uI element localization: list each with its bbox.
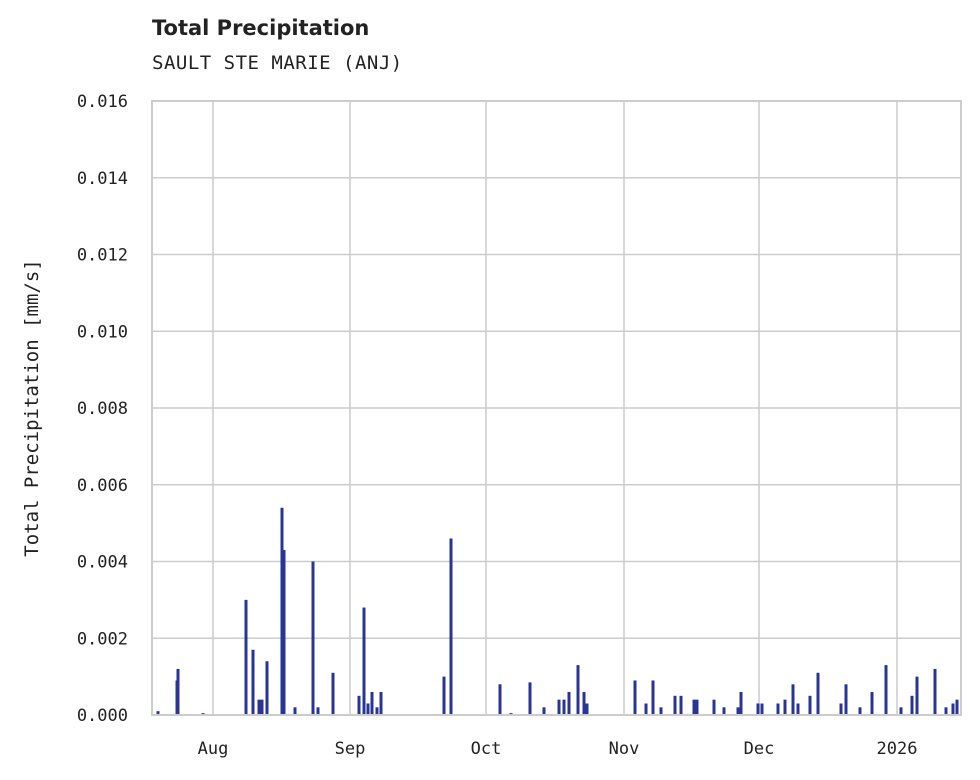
precip-bar (293, 707, 297, 715)
precip-bar (498, 684, 502, 715)
precip-bar (280, 507, 284, 715)
precip-bar (739, 691, 743, 715)
precip-bar (944, 707, 948, 715)
precip-bar (375, 707, 379, 715)
precip-bar (695, 699, 699, 715)
y-axis-ticks: 0.000 0.002 0.004 0.006 0.008 0.010 0.012 0.014… (77, 92, 128, 726)
x-tick-label: Nov (609, 739, 640, 759)
precip-bar (796, 703, 800, 715)
precip-bar (776, 703, 780, 715)
y-tick-label: 0.008 (77, 399, 128, 419)
precip-bar (692, 699, 696, 715)
x-axis-ticks: Aug Sep Oct Nov Dec 2026 (198, 739, 918, 759)
y-tick-label: 0.004 (77, 553, 128, 573)
precip-bar (257, 699, 261, 715)
y-tick-label: 0.000 (77, 706, 128, 726)
precip-bar (870, 691, 874, 715)
precip-bar (955, 699, 959, 715)
x-tick-label: Sep (335, 739, 366, 759)
precip-bar (567, 691, 571, 715)
precip-bar (633, 680, 637, 715)
chart-title: Total Precipitation (152, 16, 370, 40)
precip-bar (839, 703, 843, 715)
precip-bar (251, 649, 255, 715)
x-tick-label: Oct (471, 739, 502, 759)
precip-bar (442, 676, 446, 715)
precip-bar (783, 699, 787, 715)
precip-bar (712, 699, 716, 715)
plot-frame (151, 100, 962, 716)
precip-bar (576, 665, 580, 715)
precip-bar (673, 695, 677, 715)
precip-bar (816, 672, 820, 715)
precip-bar (542, 707, 546, 715)
precip-bar (915, 676, 919, 715)
precip-bar (585, 703, 589, 715)
precip-bar (370, 691, 374, 715)
precip-bar (858, 707, 862, 715)
x-tick-label: Dec (744, 739, 775, 759)
y-tick-label: 0.016 (77, 92, 128, 112)
precip-bar (951, 703, 955, 715)
precip-bar (176, 668, 180, 715)
precip-bar (379, 691, 383, 715)
y-tick-label: 0.012 (77, 246, 128, 266)
precip-bar (265, 661, 269, 715)
precip-bar (528, 682, 532, 715)
chart-subtitle: SAULT STE MARIE (ANJ) (152, 52, 403, 74)
precip-bar (659, 707, 663, 715)
precipitation-series (156, 507, 959, 715)
grid-lines (152, 100, 961, 716)
y-tick-label: 0.014 (77, 169, 128, 189)
x-tick-label: Aug (198, 739, 229, 759)
precip-bar (260, 699, 264, 715)
precip-bar (736, 707, 740, 715)
precip-bar (884, 665, 888, 715)
precip-bar (316, 707, 320, 715)
precip-bar (844, 684, 848, 715)
precip-bar (722, 707, 726, 715)
precip-bar (357, 695, 361, 715)
precip-bar (557, 699, 561, 715)
precip-bar (679, 695, 683, 715)
precip-bar (899, 707, 903, 715)
y-tick-label: 0.002 (77, 629, 128, 649)
precip-bar (362, 607, 366, 715)
precip-bar (311, 561, 315, 715)
precip-bar (910, 695, 914, 715)
precip-bar (449, 538, 453, 715)
precip-bar (933, 668, 937, 715)
precip-bar (366, 703, 370, 715)
precip-bar (331, 672, 335, 715)
precip-bar (244, 599, 248, 715)
precip-bar (644, 703, 648, 715)
precip-bar (582, 691, 586, 715)
y-tick-label: 0.006 (77, 476, 128, 496)
precip-bar (756, 703, 760, 715)
precip-bar (156, 711, 160, 715)
precip-bar (791, 684, 795, 715)
precip-bar (808, 695, 812, 715)
precip-bar (651, 680, 655, 715)
precip-bar (282, 549, 286, 715)
x-tick-label: 2026 (877, 739, 918, 759)
precip-bar (760, 703, 764, 715)
y-tick-label: 0.010 (77, 322, 128, 342)
precip-bar (562, 699, 566, 715)
